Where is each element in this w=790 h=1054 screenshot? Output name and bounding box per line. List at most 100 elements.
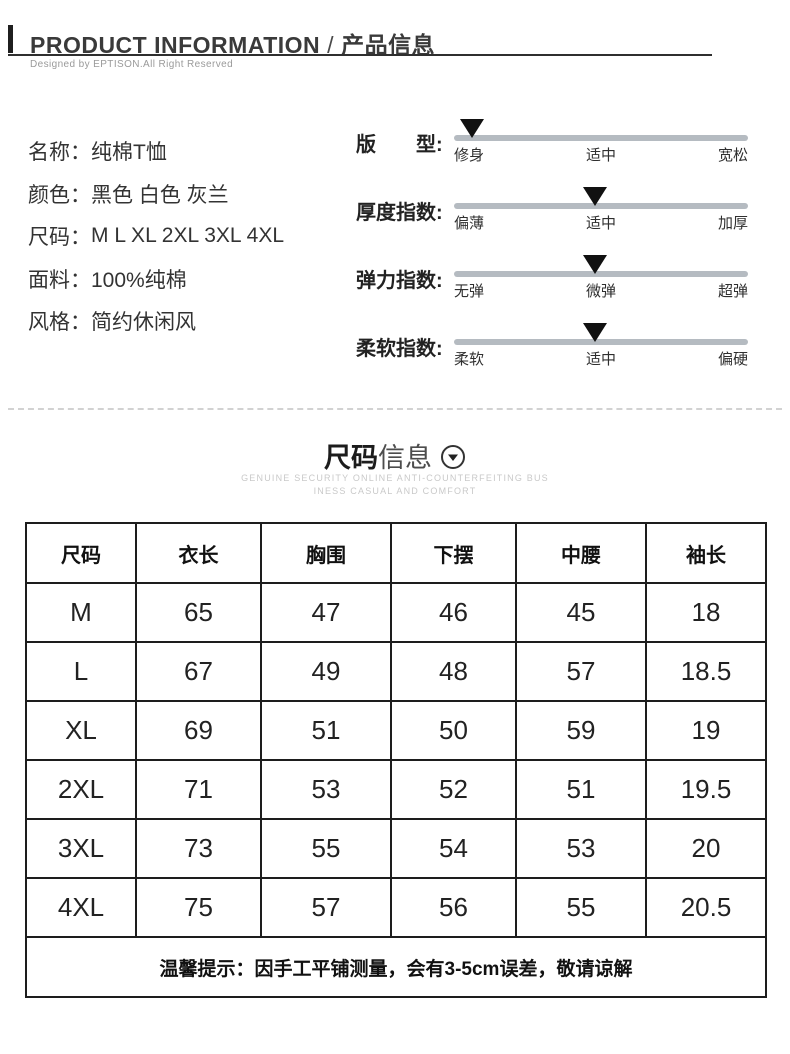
scale-right: 加厚 (717, 215, 748, 232)
table-row: XL 69 51 50 59 19 (25, 700, 767, 761)
slider-marker-icon (459, 119, 484, 138)
slider-track-area: 偏薄 适中 加厚 (454, 187, 748, 255)
cell-value: 20 (645, 818, 767, 879)
attribute-label: 面料： (28, 268, 91, 292)
scale-left: 偏薄 (454, 215, 485, 232)
cell-value: 46 (390, 582, 517, 643)
measurement-note: 温馨提示：因手工平铺测量，会有3-5cm误差，敬请谅解 (25, 936, 767, 998)
slider-bar (454, 271, 748, 277)
table-row: 3XL 73 55 54 53 20 (25, 818, 767, 879)
cell-value: 51 (260, 700, 392, 761)
cell-value: 47 (260, 582, 392, 643)
slider-track-area: 柔软 适中 偏硬 (454, 323, 748, 391)
column-header-length: 衣长 (135, 522, 262, 584)
cell-value: 50 (390, 700, 517, 761)
cell-size: M (25, 582, 137, 643)
header-underline (8, 54, 712, 56)
cell-value: 55 (260, 818, 392, 879)
slider-marker-icon (583, 187, 608, 206)
attribute-style: 风格： 简约休闲风 (28, 300, 348, 343)
slider-label: 弹力指数: (356, 270, 443, 292)
attribute-label: 尺码： (28, 226, 91, 250)
scale-mid: 微弹 (585, 283, 616, 300)
dashed-divider (8, 408, 782, 410)
cell-value: 54 (390, 818, 517, 879)
table-note-row: 温馨提示：因手工平铺测量，会有3-5cm误差，敬请谅解 (25, 936, 767, 998)
cell-value: 71 (135, 759, 262, 820)
scale-right: 偏硬 (717, 351, 748, 368)
scale-right: 宽松 (717, 147, 748, 164)
cell-value: 69 (135, 700, 262, 761)
slider-track-area: 无弹 微弹 超弹 (454, 255, 748, 323)
slider-fit: 版 型: 修身 适中 宽松 (356, 119, 748, 187)
cell-value: 75 (135, 877, 262, 938)
table-row: L 67 49 48 57 18.5 (25, 641, 767, 702)
size-info-title-light: 信息 (378, 443, 432, 473)
cell-value: 67 (135, 641, 262, 702)
scale-mid: 适中 (585, 147, 616, 164)
column-header-hem: 下摆 (390, 522, 517, 584)
size-table: 尺码 衣长 胸围 下摆 中腰 袖长 M 65 47 46 45 18 L 67 … (25, 522, 767, 998)
attribute-label: 名称： (28, 141, 91, 165)
cell-value: 19.5 (645, 759, 767, 820)
table-row: M 65 47 46 45 18 (25, 582, 767, 643)
column-header-chest: 胸围 (260, 522, 392, 584)
cell-size: 2XL (25, 759, 137, 820)
slider-bar (454, 203, 748, 209)
cell-value: 45 (515, 582, 647, 643)
scale-mid: 适中 (585, 215, 616, 232)
cell-value: 49 (260, 641, 392, 702)
column-header-sleeve: 袖长 (645, 522, 767, 584)
slider-marker-icon (583, 255, 608, 274)
slider-scale-labels: 偏薄 适中 加厚 (454, 212, 748, 233)
tagline-line2: INESS CASUAL AND COMFORT (313, 486, 477, 496)
scale-left: 修身 (454, 147, 485, 164)
scale-right: 超弹 (717, 283, 748, 300)
page-title: PRODUCT INFORMATION / 产品信息 (30, 26, 435, 60)
slider-scale-labels: 修身 适中 宽松 (454, 144, 748, 165)
table-header-row: 尺码 衣长 胸围 下摆 中腰 袖长 (25, 522, 767, 584)
page-title-en: PRODUCT INFORMATION (30, 32, 321, 58)
cell-size: 4XL (25, 877, 137, 938)
column-header-size: 尺码 (25, 522, 137, 584)
cell-value: 57 (260, 877, 392, 938)
cell-size: XL (25, 700, 137, 761)
cell-value: 18.5 (645, 641, 767, 702)
scale-left: 无弹 (454, 283, 485, 300)
slider-label: 版 型: (356, 134, 443, 156)
column-header-waist: 中腰 (515, 522, 647, 584)
slider-softness: 柔软指数: 柔软 适中 偏硬 (356, 323, 748, 391)
attribute-fabric: 面料： 100%纯棉 (28, 258, 348, 301)
slider-marker-icon (583, 323, 608, 342)
table-row: 2XL 71 53 52 51 19.5 (25, 759, 767, 820)
cell-value: 20.5 (645, 877, 767, 938)
slider-elasticity: 弹力指数: 无弹 微弹 超弹 (356, 255, 748, 323)
page-title-slash: / (327, 32, 335, 58)
cell-value: 51 (515, 759, 647, 820)
size-info-heading: 尺码信息 (0, 436, 790, 477)
cell-value: 19 (645, 700, 767, 761)
slider-thickness: 厚度指数: 偏薄 适中 加厚 (356, 187, 748, 255)
slider-scale-labels: 柔软 适中 偏硬 (454, 348, 748, 369)
attribute-value: 纯棉T恤 (91, 141, 167, 165)
cell-value: 73 (135, 818, 262, 879)
cell-value: 56 (390, 877, 517, 938)
attribute-value: M L XL 2XL 3XL 4XL (91, 224, 285, 248)
cell-value: 48 (390, 641, 517, 702)
slider-label: 柔软指数: (356, 338, 443, 360)
attribute-name: 名称： 纯棉T恤 (28, 130, 348, 173)
attribute-value: 100%纯棉 (91, 268, 187, 292)
cell-value: 52 (390, 759, 517, 820)
attribute-value: 黑色 白色 灰兰 (91, 183, 229, 207)
product-attributes: 名称： 纯棉T恤 颜色： 黑色 白色 灰兰 尺码： M L XL 2XL 3XL 4X… (28, 130, 348, 343)
attribute-value: 简约休闲风 (91, 311, 196, 335)
slider-label: 厚度指数: (356, 202, 443, 224)
table-row: 4XL 75 57 56 55 20.5 (25, 877, 767, 938)
index-sliders: 版 型: 修身 适中 宽松 厚度指数: 偏薄 适中 加厚 弹力指数: (356, 119, 748, 391)
slider-scale-labels: 无弹 微弹 超弹 (454, 280, 748, 301)
cell-size: L (25, 641, 137, 702)
header-subtitle: Designed by EPTISON.All Right Reserved (30, 59, 234, 70)
scale-mid: 适中 (585, 351, 616, 368)
slider-bar (454, 339, 748, 345)
